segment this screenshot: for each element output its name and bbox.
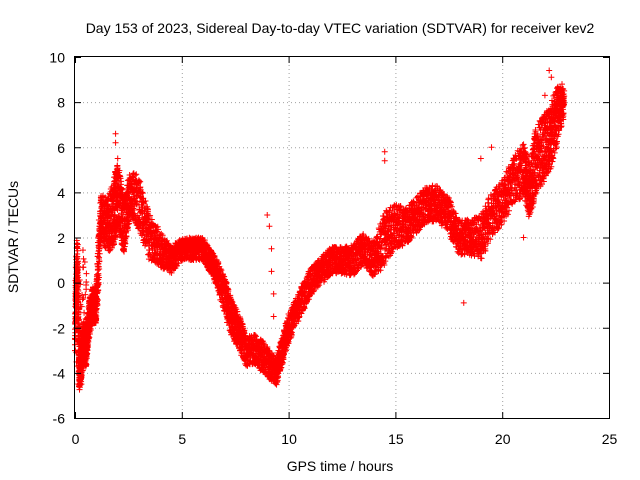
data-point <box>83 361 90 368</box>
data-points <box>72 67 568 393</box>
data-point <box>86 334 93 341</box>
data-point <box>85 333 92 340</box>
grid <box>75 57 609 418</box>
data-point <box>74 259 81 266</box>
data-point <box>75 306 82 313</box>
data-point <box>87 321 94 328</box>
data-point <box>75 317 82 324</box>
data-point <box>72 341 79 348</box>
data-point <box>74 253 81 260</box>
data-point <box>74 266 81 273</box>
data-point <box>86 331 93 338</box>
chart-title: Day 153 of 2023, Sidereal Day-to-day VTE… <box>86 20 595 36</box>
